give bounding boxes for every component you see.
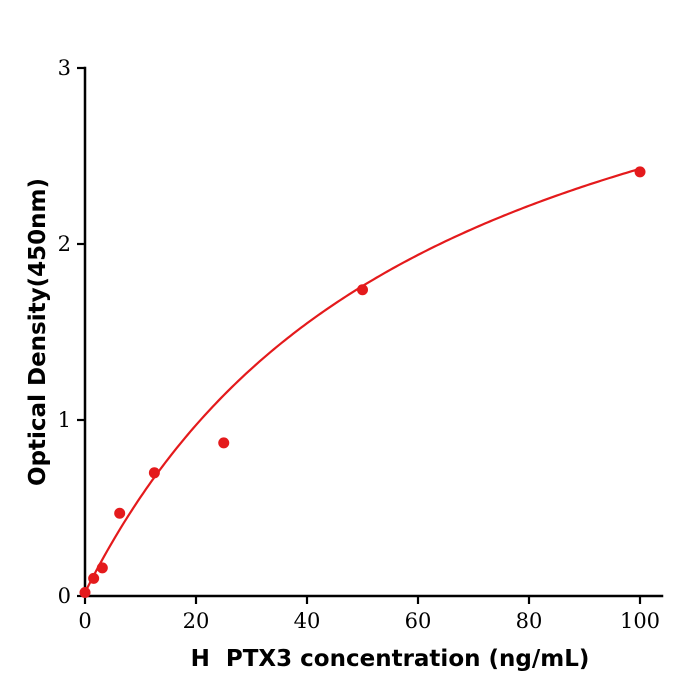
y-axis-title: Optical Density(450nm) xyxy=(25,178,51,486)
x-tick-label: 100 xyxy=(620,609,660,633)
x-tick-label: 80 xyxy=(516,609,543,633)
x-tick-label: 0 xyxy=(78,609,91,633)
data-point xyxy=(96,562,108,574)
data-point xyxy=(148,467,160,479)
data-point xyxy=(79,586,91,598)
data-point xyxy=(114,507,126,519)
fit-curve xyxy=(84,167,641,593)
y-tick-label: 0 xyxy=(58,584,71,608)
x-tick-label: 20 xyxy=(183,609,210,633)
data-point xyxy=(357,284,368,296)
x-tick-label: 60 xyxy=(405,609,432,633)
x-tick-label: 40 xyxy=(294,609,321,633)
y-tick-label: 1 xyxy=(58,408,71,432)
plot-area: 0 20 40 60 80 100 0 1 2 3 xyxy=(58,56,664,633)
y-tick-label: 3 xyxy=(58,56,71,80)
x-axis-title: H PTX3 concentration (ng/mL) xyxy=(191,646,590,672)
data-point xyxy=(88,572,100,584)
data-point xyxy=(634,166,646,178)
data-point xyxy=(218,437,230,449)
y-tick-label: 2 xyxy=(58,232,71,256)
